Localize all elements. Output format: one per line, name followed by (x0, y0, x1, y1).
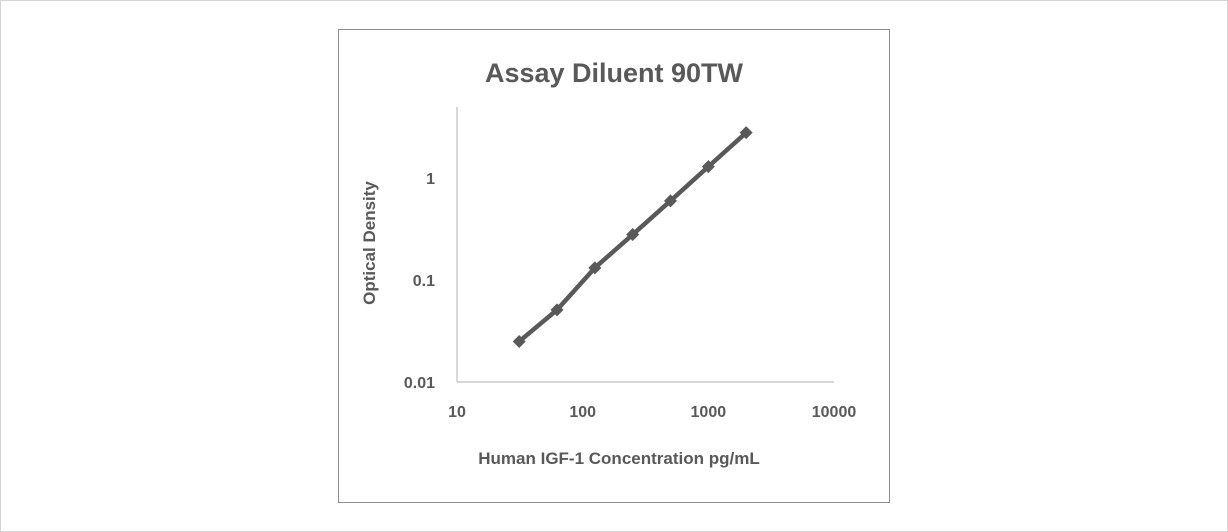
y-tick-label: 1 (426, 171, 435, 188)
x-tick-labels: 10 100 1000 10000 (448, 404, 856, 421)
x-tick-label: 10000 (812, 404, 857, 421)
data-point (550, 303, 564, 317)
y-tick-label: 0.01 (404, 375, 435, 392)
x-tick-label: 100 (569, 404, 596, 421)
y-tick-label: 0.1 (413, 273, 435, 290)
data-point (588, 261, 602, 275)
axes (456, 107, 834, 383)
x-axis-label: Human IGF-1 Concentration pg/mL (478, 449, 759, 468)
data-point (626, 228, 640, 242)
series (512, 126, 753, 348)
data-point (664, 194, 678, 208)
data-point (701, 160, 715, 174)
x-tick-label: 10 (448, 404, 466, 421)
x-tick-label: 1000 (691, 404, 727, 421)
data-point (512, 334, 526, 348)
chart-frame (338, 29, 890, 503)
y-tick-labels: 0.01 0.1 1 (404, 171, 435, 392)
chart-title: Assay Diluent 90TW (485, 58, 744, 88)
y-axis-label: Optical Density (360, 181, 379, 305)
data-point (739, 126, 753, 140)
